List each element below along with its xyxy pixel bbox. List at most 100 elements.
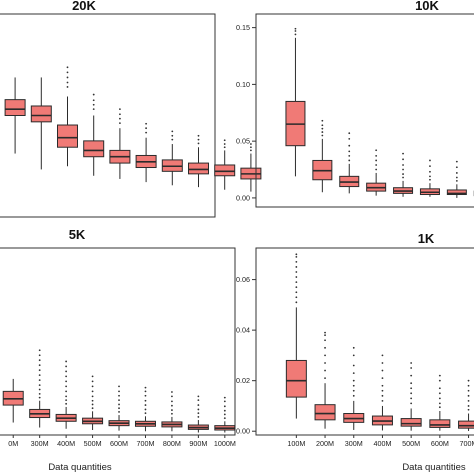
x-axis-label: Data quantities [402, 462, 466, 473]
outlier-point [223, 413, 226, 416]
box-body [429, 419, 451, 428]
y-tick-label: 0.00 [236, 193, 250, 202]
outlier-point [197, 395, 200, 398]
outlier-point [223, 396, 226, 399]
outlier-point [375, 168, 378, 171]
outlier-point [295, 266, 298, 268]
outlier-point [321, 124, 324, 127]
outlier-point [375, 159, 378, 162]
outlier-point [467, 379, 470, 382]
outlier-point [324, 334, 326, 337]
outlier-point [429, 159, 431, 162]
panel-5k: 5K 0M 300M 400M 500M 600M 700M 800M 900M 1000M Dat… [0, 227, 236, 473]
outlier-point [118, 390, 120, 393]
outlier-point [223, 417, 226, 420]
outlier-point [223, 143, 226, 145]
outlier-point [321, 127, 324, 130]
x-tick-label: 800M [163, 439, 181, 448]
box-body [285, 359, 307, 398]
outlier-point [352, 394, 355, 397]
outlier-point [38, 392, 41, 395]
outlier-point [381, 377, 384, 380]
outlier-point [65, 375, 68, 378]
outlier-point [321, 119, 324, 122]
outlier-point [92, 108, 95, 111]
outlier-point [381, 389, 384, 392]
outlier-point [92, 99, 95, 102]
outlier-point [197, 138, 200, 141]
outlier-point [145, 122, 148, 125]
outlier-point [324, 362, 326, 364]
outlier-point [295, 291, 298, 294]
plot-frame [0, 13, 216, 218]
box-body [30, 105, 52, 123]
outlier-point [65, 402, 68, 405]
panel-title: 10K [415, 0, 439, 13]
outlier-point [65, 365, 68, 368]
outlier-point [348, 159, 351, 162]
box-200M: 0M [2, 378, 24, 448]
x-tick-label: 700M [136, 439, 154, 448]
outlier-point [38, 379, 41, 382]
panel-10k: 10K 0.00 0.05 0.10 0.15 [236, 0, 474, 208]
outlier-point [250, 146, 252, 149]
box-body [400, 418, 422, 427]
outlier-point [119, 117, 121, 120]
outlier-point [410, 367, 413, 369]
box-body [57, 124, 78, 148]
outlier-point [223, 139, 226, 142]
outlier-point [324, 339, 326, 342]
box-500M [393, 152, 414, 197]
outlier-point [295, 260, 298, 263]
outlier-point [144, 386, 147, 389]
outlier-point [38, 354, 41, 357]
outlier-point [410, 374, 413, 377]
outlier-point [410, 397, 413, 400]
outlier-point [171, 400, 173, 403]
outlier-point [352, 354, 355, 357]
outlier-point [429, 175, 431, 178]
outlier-point [467, 399, 470, 402]
outlier-point [324, 331, 326, 334]
outlier-point [410, 362, 413, 364]
outlier-point [65, 360, 68, 363]
box-400M: 400M [371, 354, 393, 448]
box-500M: 500M [82, 375, 104, 448]
outlier-point [91, 385, 94, 388]
outlier-point [145, 127, 148, 130]
outlier-point [348, 137, 351, 140]
outlier-point [295, 281, 298, 284]
outlier-point [223, 409, 226, 412]
y-tick-label: 0.02 [236, 376, 250, 385]
outlier-point [66, 66, 69, 69]
outlier-point [91, 395, 94, 398]
outlier-point [381, 394, 384, 397]
outlier-point [381, 354, 384, 357]
outlier-point [197, 412, 200, 415]
outlier-point [91, 403, 94, 406]
x-tick-label: 200M [316, 439, 334, 448]
outlier-point [295, 296, 298, 299]
outlier-point [348, 144, 351, 147]
outlier-point [65, 395, 68, 398]
y-tick-label: 0.10 [236, 80, 250, 89]
outlier-point [171, 412, 173, 415]
box-300M: 300M [343, 346, 365, 448]
outlier-point [381, 399, 384, 402]
outlier-point [429, 170, 431, 173]
outlier-point [467, 394, 470, 397]
outlier-point [294, 33, 297, 36]
outlier-point [91, 390, 94, 393]
x-tick-label: 100M [287, 439, 305, 448]
outlier-point [118, 394, 120, 397]
outlier-point [467, 389, 470, 392]
box-body [314, 404, 336, 421]
outlier-point [467, 384, 470, 387]
x-tick-label: 400M [373, 439, 391, 448]
x-tick-label: 900M [189, 439, 207, 448]
outlier-point [250, 143, 252, 145]
outlier-point [410, 402, 413, 405]
box-400M [83, 93, 105, 176]
outlier-point [324, 354, 326, 357]
outlier-point [348, 150, 351, 153]
